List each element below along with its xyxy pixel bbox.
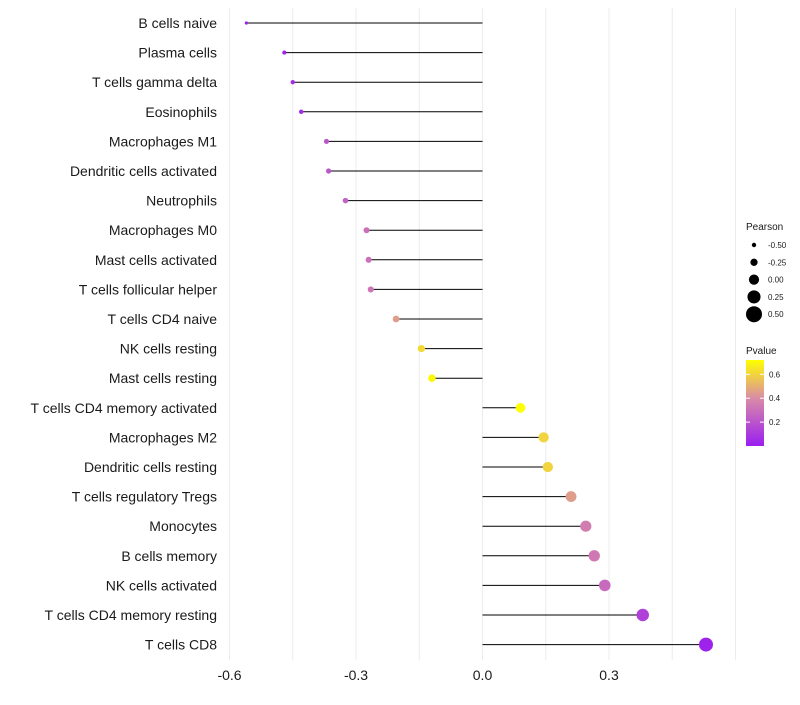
lollipop-point (580, 520, 592, 532)
category-label: B cells naive (138, 15, 217, 31)
category-label: Macrophages M1 (109, 133, 217, 149)
category-label: Mast cells activated (95, 252, 217, 268)
lollipop-point (290, 80, 295, 85)
lollipop-point (342, 197, 349, 204)
lollipop-point (538, 432, 549, 443)
lollipop-stems (246, 22, 706, 646)
category-label: Dendritic cells activated (70, 163, 217, 179)
lollipop-point (515, 402, 526, 413)
lollipop-point (588, 550, 600, 562)
legend: Pearson -0.50 -0.25 0.00 0.25 0.50 Pvalue 0.… (746, 222, 787, 446)
lollipop-point (542, 461, 554, 473)
category-label: Eosinophils (145, 104, 217, 120)
category-labels: B cells naive Plasma cells T cells gamma d… (31, 15, 218, 653)
x-tick-label: -0.3 (344, 667, 368, 683)
category-label: Monocytes (149, 518, 217, 534)
x-axis-ticks: -0.6 -0.3 0.0 0.3 (217, 667, 619, 683)
lollipop-point (363, 227, 370, 234)
size-legend-dot (747, 290, 761, 304)
category-label: B cells memory (121, 548, 217, 564)
category-label: NK cells activated (106, 577, 217, 593)
category-label: T cells CD8 (145, 637, 217, 653)
category-label: T cells follicular helper (79, 281, 218, 297)
category-label: T cells CD4 naive (108, 311, 218, 327)
lollipop-point (598, 579, 611, 592)
category-label: NK cells resting (120, 341, 217, 357)
size-legend-label: -0.50 (768, 241, 787, 250)
category-label: Macrophages M2 (109, 429, 217, 445)
color-legend-ticks: 0.2 0.4 0.6 (746, 370, 781, 427)
grid-lines (229, 8, 736, 660)
x-tick-label: 0.3 (599, 667, 619, 683)
category-label: T cells regulatory Tregs (72, 489, 217, 505)
lollipop-point (367, 286, 374, 293)
size-legend-label: 0.25 (768, 293, 784, 302)
size-legend-items: -0.50 -0.25 0.00 0.25 0.50 (746, 241, 787, 323)
category-label: Neutrophils (146, 193, 217, 209)
lollipop-point (698, 637, 713, 652)
category-label: T cells gamma delta (92, 74, 217, 90)
color-legend-bar (746, 360, 764, 446)
lollipop-point (323, 138, 330, 144)
color-legend-label: 0.2 (769, 418, 781, 427)
x-tick-label: 0.0 (473, 667, 493, 683)
color-legend-label: 0.4 (769, 394, 781, 403)
lollipop-point (428, 374, 436, 382)
lollipop-point (298, 109, 304, 115)
size-legend-label: 0.00 (768, 276, 784, 285)
size-legend-title: Pearson (746, 222, 783, 233)
size-legend-label: -0.25 (768, 258, 787, 267)
color-legend-title: Pvalue (746, 346, 777, 357)
lollipop-point (392, 315, 400, 323)
category-label: T cells CD4 memory activated (31, 400, 217, 416)
size-legend-dot (746, 306, 762, 323)
category-label: T cells CD4 memory resting (45, 607, 217, 623)
lollipop-points (244, 21, 713, 652)
lollipop-point (565, 491, 577, 503)
category-label: Plasma cells (138, 45, 217, 61)
lollipop-point (636, 608, 649, 622)
lollipop-point (244, 21, 248, 25)
x-tick-label: -0.6 (217, 667, 241, 683)
size-legend-dot (751, 242, 757, 248)
size-legend-label: 0.50 (768, 310, 784, 319)
lollipop-point (417, 344, 426, 353)
category-label: Macrophages M0 (109, 222, 217, 238)
size-legend-dot (748, 274, 760, 285)
category-label: Mast cells resting (109, 370, 217, 386)
lollipop-point (326, 168, 332, 174)
lollipop-point (365, 256, 372, 263)
color-legend-label: 0.6 (769, 370, 781, 379)
size-legend-dot (750, 258, 758, 266)
category-label: Dendritic cells resting (84, 459, 217, 475)
lollipop-point (282, 50, 287, 55)
